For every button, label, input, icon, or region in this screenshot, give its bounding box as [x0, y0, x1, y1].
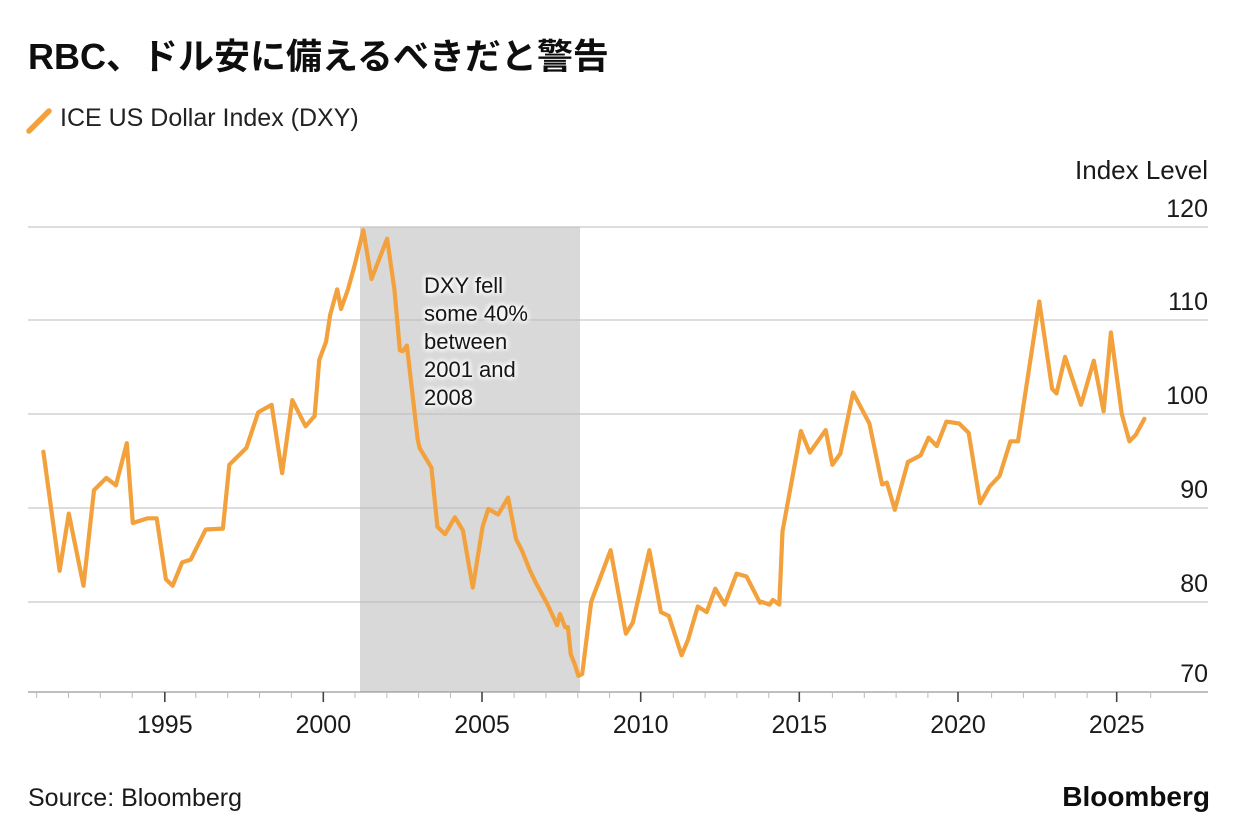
svg-text:2025: 2025 — [1089, 711, 1145, 739]
svg-text:2015: 2015 — [771, 711, 827, 739]
svg-text:2020: 2020 — [930, 711, 986, 739]
svg-text:2010: 2010 — [613, 711, 669, 739]
svg-text:2005: 2005 — [454, 711, 510, 739]
svg-text:70: 70 — [1180, 660, 1208, 688]
svg-text:120: 120 — [1166, 195, 1208, 223]
svg-text:2000: 2000 — [295, 711, 351, 739]
svg-text:110: 110 — [1168, 288, 1208, 316]
svg-text:90: 90 — [1180, 476, 1208, 504]
svg-text:1995: 1995 — [137, 711, 193, 739]
svg-text:80: 80 — [1180, 570, 1208, 598]
svg-text:100: 100 — [1166, 382, 1208, 410]
